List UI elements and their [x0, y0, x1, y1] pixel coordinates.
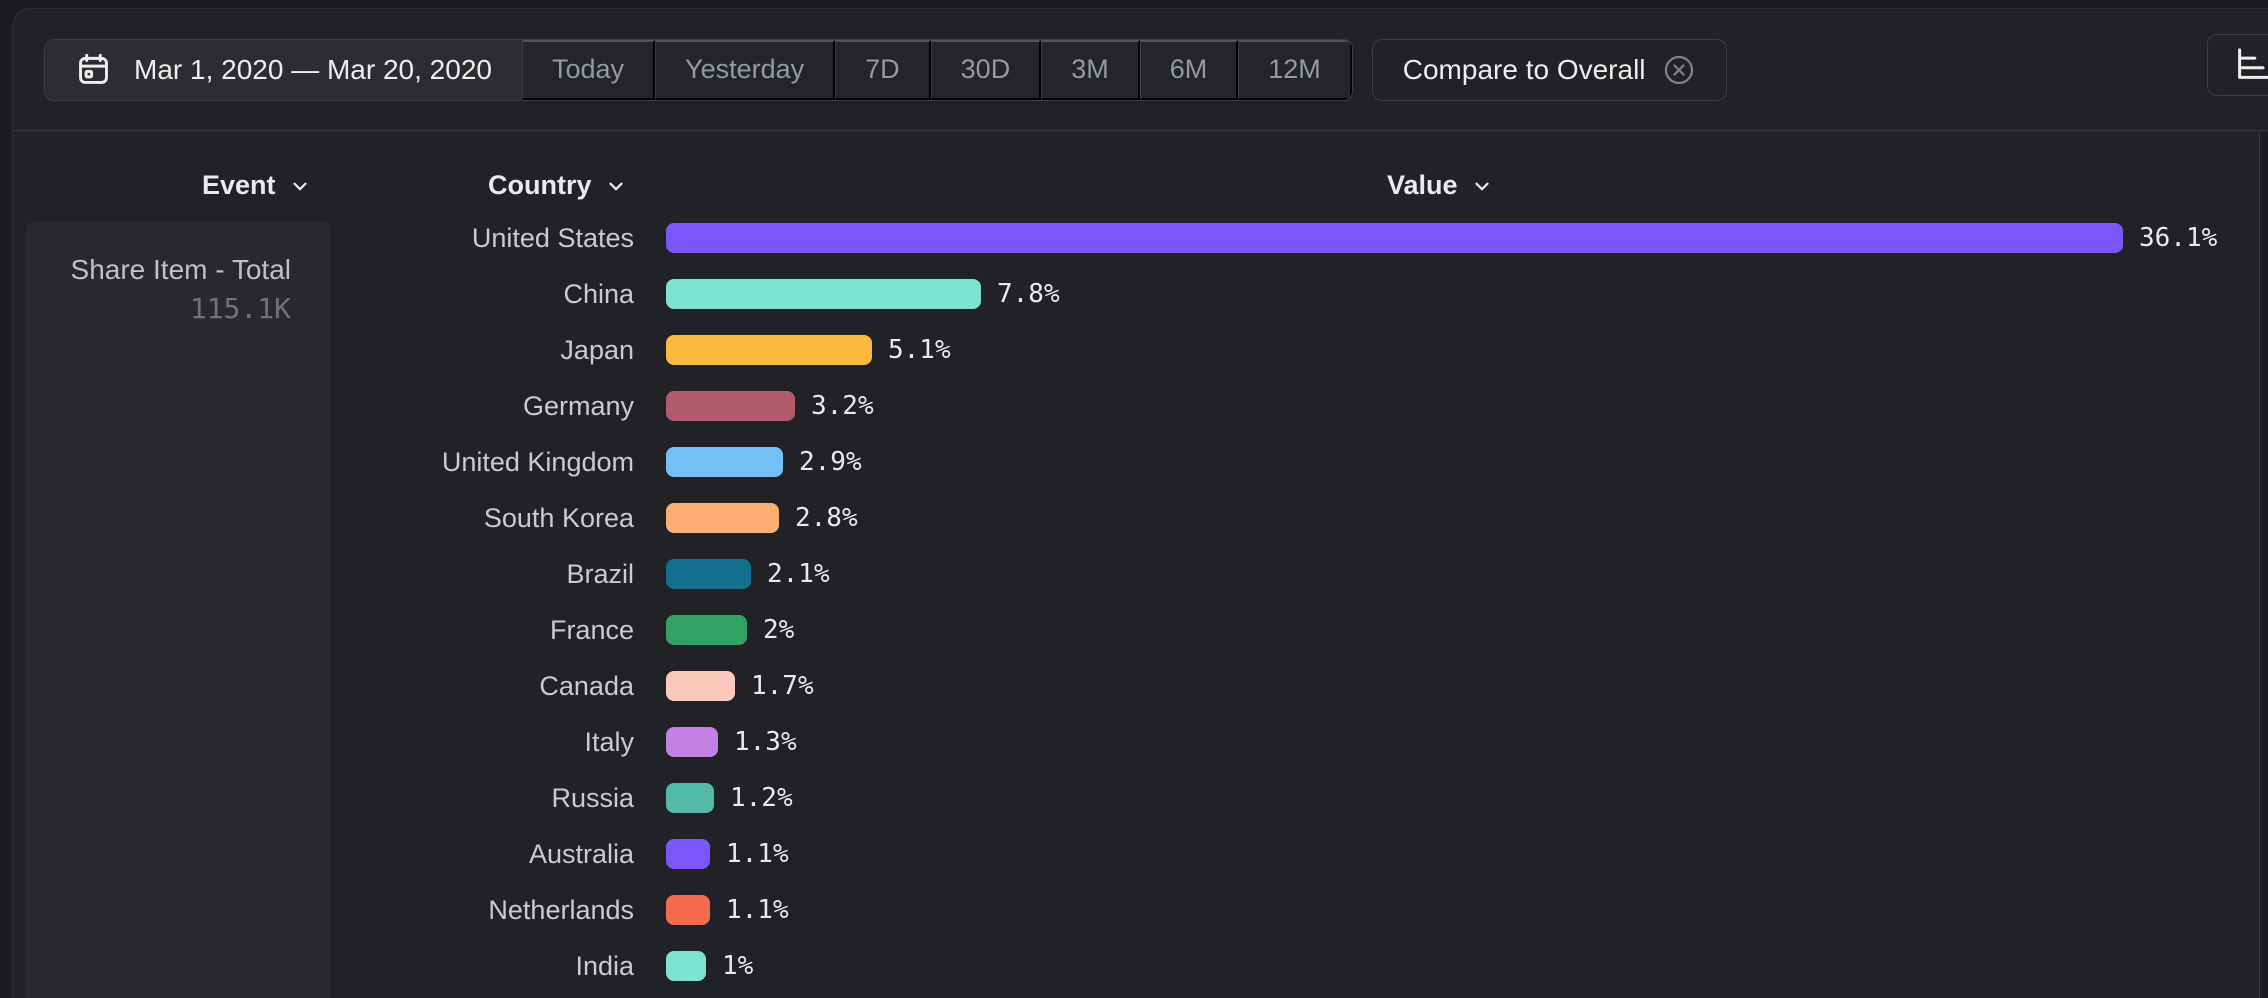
right-divider — [2259, 132, 2260, 998]
chevron-down-icon — [605, 175, 627, 197]
value-label: 2% — [763, 615, 795, 645]
value-bar[interactable] — [666, 895, 710, 925]
bar-row: Japan 5.1% — [13, 322, 2258, 378]
bar-row: Italy 1.3% — [13, 714, 2258, 770]
value-label: 1.7% — [751, 671, 814, 701]
circle-x-icon[interactable] — [1662, 53, 1696, 87]
value-bar[interactable] — [666, 223, 2123, 253]
event-panel[interactable]: Share Item - Total 115.1K — [26, 221, 331, 998]
bar-row: Netherlands 1.1% — [13, 882, 2258, 938]
value-label: 1.1% — [726, 895, 789, 925]
bar-row: United Kingdom 2.9% — [13, 434, 2258, 490]
value-label: 2.1% — [767, 559, 830, 589]
bar-row: Russia 1.2% — [13, 770, 2258, 826]
country-label: United Kingdom — [441, 446, 634, 477]
date-range-group: Mar 1, 2020 — Mar 20, 2020 Today Yesterda… — [44, 38, 1353, 101]
value-label: 1.2% — [730, 783, 793, 813]
value-label: 7.8% — [997, 279, 1060, 309]
bar-row: China 7.8% — [13, 266, 2258, 322]
country-label: Netherlands — [488, 894, 634, 925]
country-label: Japan — [560, 334, 634, 365]
chart-type-button[interactable] — [2207, 34, 2268, 96]
quick-range-button-12m[interactable]: 12M — [1238, 39, 1352, 100]
right-gutter — [2260, 132, 2268, 998]
bar-row: Australia 1.1% — [13, 826, 2258, 882]
country-label: Canada — [539, 670, 634, 701]
column-header-country[interactable]: Country — [488, 170, 627, 201]
value-label: 3.2% — [811, 391, 874, 421]
value-label: 36.1% — [2139, 223, 2218, 253]
country-label: Russia — [551, 782, 634, 813]
value-label: 2.9% — [799, 447, 862, 477]
country-label: South Korea — [483, 502, 634, 533]
chevron-down-icon — [1471, 175, 1493, 197]
date-range-label: Mar 1, 2020 — Mar 20, 2020 — [134, 53, 492, 85]
country-label: Brazil — [566, 558, 634, 589]
value-bar[interactable] — [666, 615, 747, 645]
quick-range-button-3m[interactable]: 3M — [1041, 39, 1140, 100]
quick-ranges: Today Yesterday 7D 30D 3M 6M 12M — [521, 39, 1352, 100]
value-bar[interactable] — [666, 839, 710, 869]
value-bar[interactable] — [666, 783, 714, 813]
bar-row: United States 36.1% — [13, 210, 2258, 266]
country-label: China — [563, 278, 634, 309]
value-bar[interactable] — [666, 447, 783, 477]
value-bar[interactable] — [666, 559, 751, 589]
bar-row: South Korea 2.8% — [13, 490, 2258, 546]
quick-range-button-7d[interactable]: 7D — [835, 39, 931, 100]
value-bar[interactable] — [666, 279, 981, 309]
value-label: 2.8% — [795, 503, 858, 533]
compare-to-overall-button[interactable]: Compare to Overall — [1371, 38, 1727, 101]
event-name: Share Item - Total — [70, 254, 291, 285]
bar-row: France 2% — [13, 602, 2258, 658]
bar-row: Germany 3.2% — [13, 378, 2258, 434]
bar-row: Canada 1.7% — [13, 658, 2258, 714]
compare-to-overall-label: Compare to Overall — [1402, 53, 1646, 85]
toolbar: Mar 1, 2020 — Mar 20, 2020 Today Yesterda… — [13, 9, 2268, 131]
value-label: 5.1% — [888, 335, 951, 365]
value-bar[interactable] — [666, 951, 706, 981]
quick-range-button-yesterday[interactable]: Yesterday — [655, 39, 836, 100]
report-card: Mar 1, 2020 — Mar 20, 2020 Today Yesterda… — [12, 8, 2268, 998]
value-bar[interactable] — [666, 335, 872, 365]
breakdown-section: Event Country Value Share Item - Total 1… — [13, 132, 2268, 998]
event-total: 115.1K — [189, 292, 291, 325]
date-range-picker[interactable]: Mar 1, 2020 — Mar 20, 2020 — [45, 39, 522, 100]
calendar-icon — [75, 51, 112, 88]
bar-chart: United States 36.1% China 7.8% Japan 5.1% Germ… — [13, 210, 2258, 994]
country-label: France — [549, 614, 634, 645]
country-label: India — [575, 950, 634, 981]
value-bar[interactable] — [666, 391, 795, 421]
country-label: Germany — [522, 390, 634, 421]
country-label: Australia — [528, 838, 634, 869]
quick-range-button-today[interactable]: Today — [521, 39, 656, 100]
value-bar[interactable] — [666, 503, 779, 533]
chevron-down-icon — [289, 175, 311, 197]
value-label: 1% — [722, 951, 754, 981]
country-label: Italy — [584, 726, 634, 757]
value-bar[interactable] — [666, 671, 735, 701]
quick-range-button-6m[interactable]: 6M — [1139, 39, 1239, 100]
value-bar[interactable] — [666, 727, 718, 757]
value-label: 1.1% — [726, 839, 789, 869]
horizontal-bar-chart-icon — [2230, 43, 2268, 87]
bar-row: India 1% — [13, 938, 2258, 994]
country-label: United States — [471, 222, 634, 253]
column-header-value[interactable]: Value — [1387, 170, 1493, 201]
quick-range-button-30d[interactable]: 30D — [930, 39, 1042, 100]
column-header-event[interactable]: Event — [202, 170, 311, 201]
value-label: 1.3% — [734, 727, 797, 757]
bar-row: Brazil 2.1% — [13, 546, 2258, 602]
